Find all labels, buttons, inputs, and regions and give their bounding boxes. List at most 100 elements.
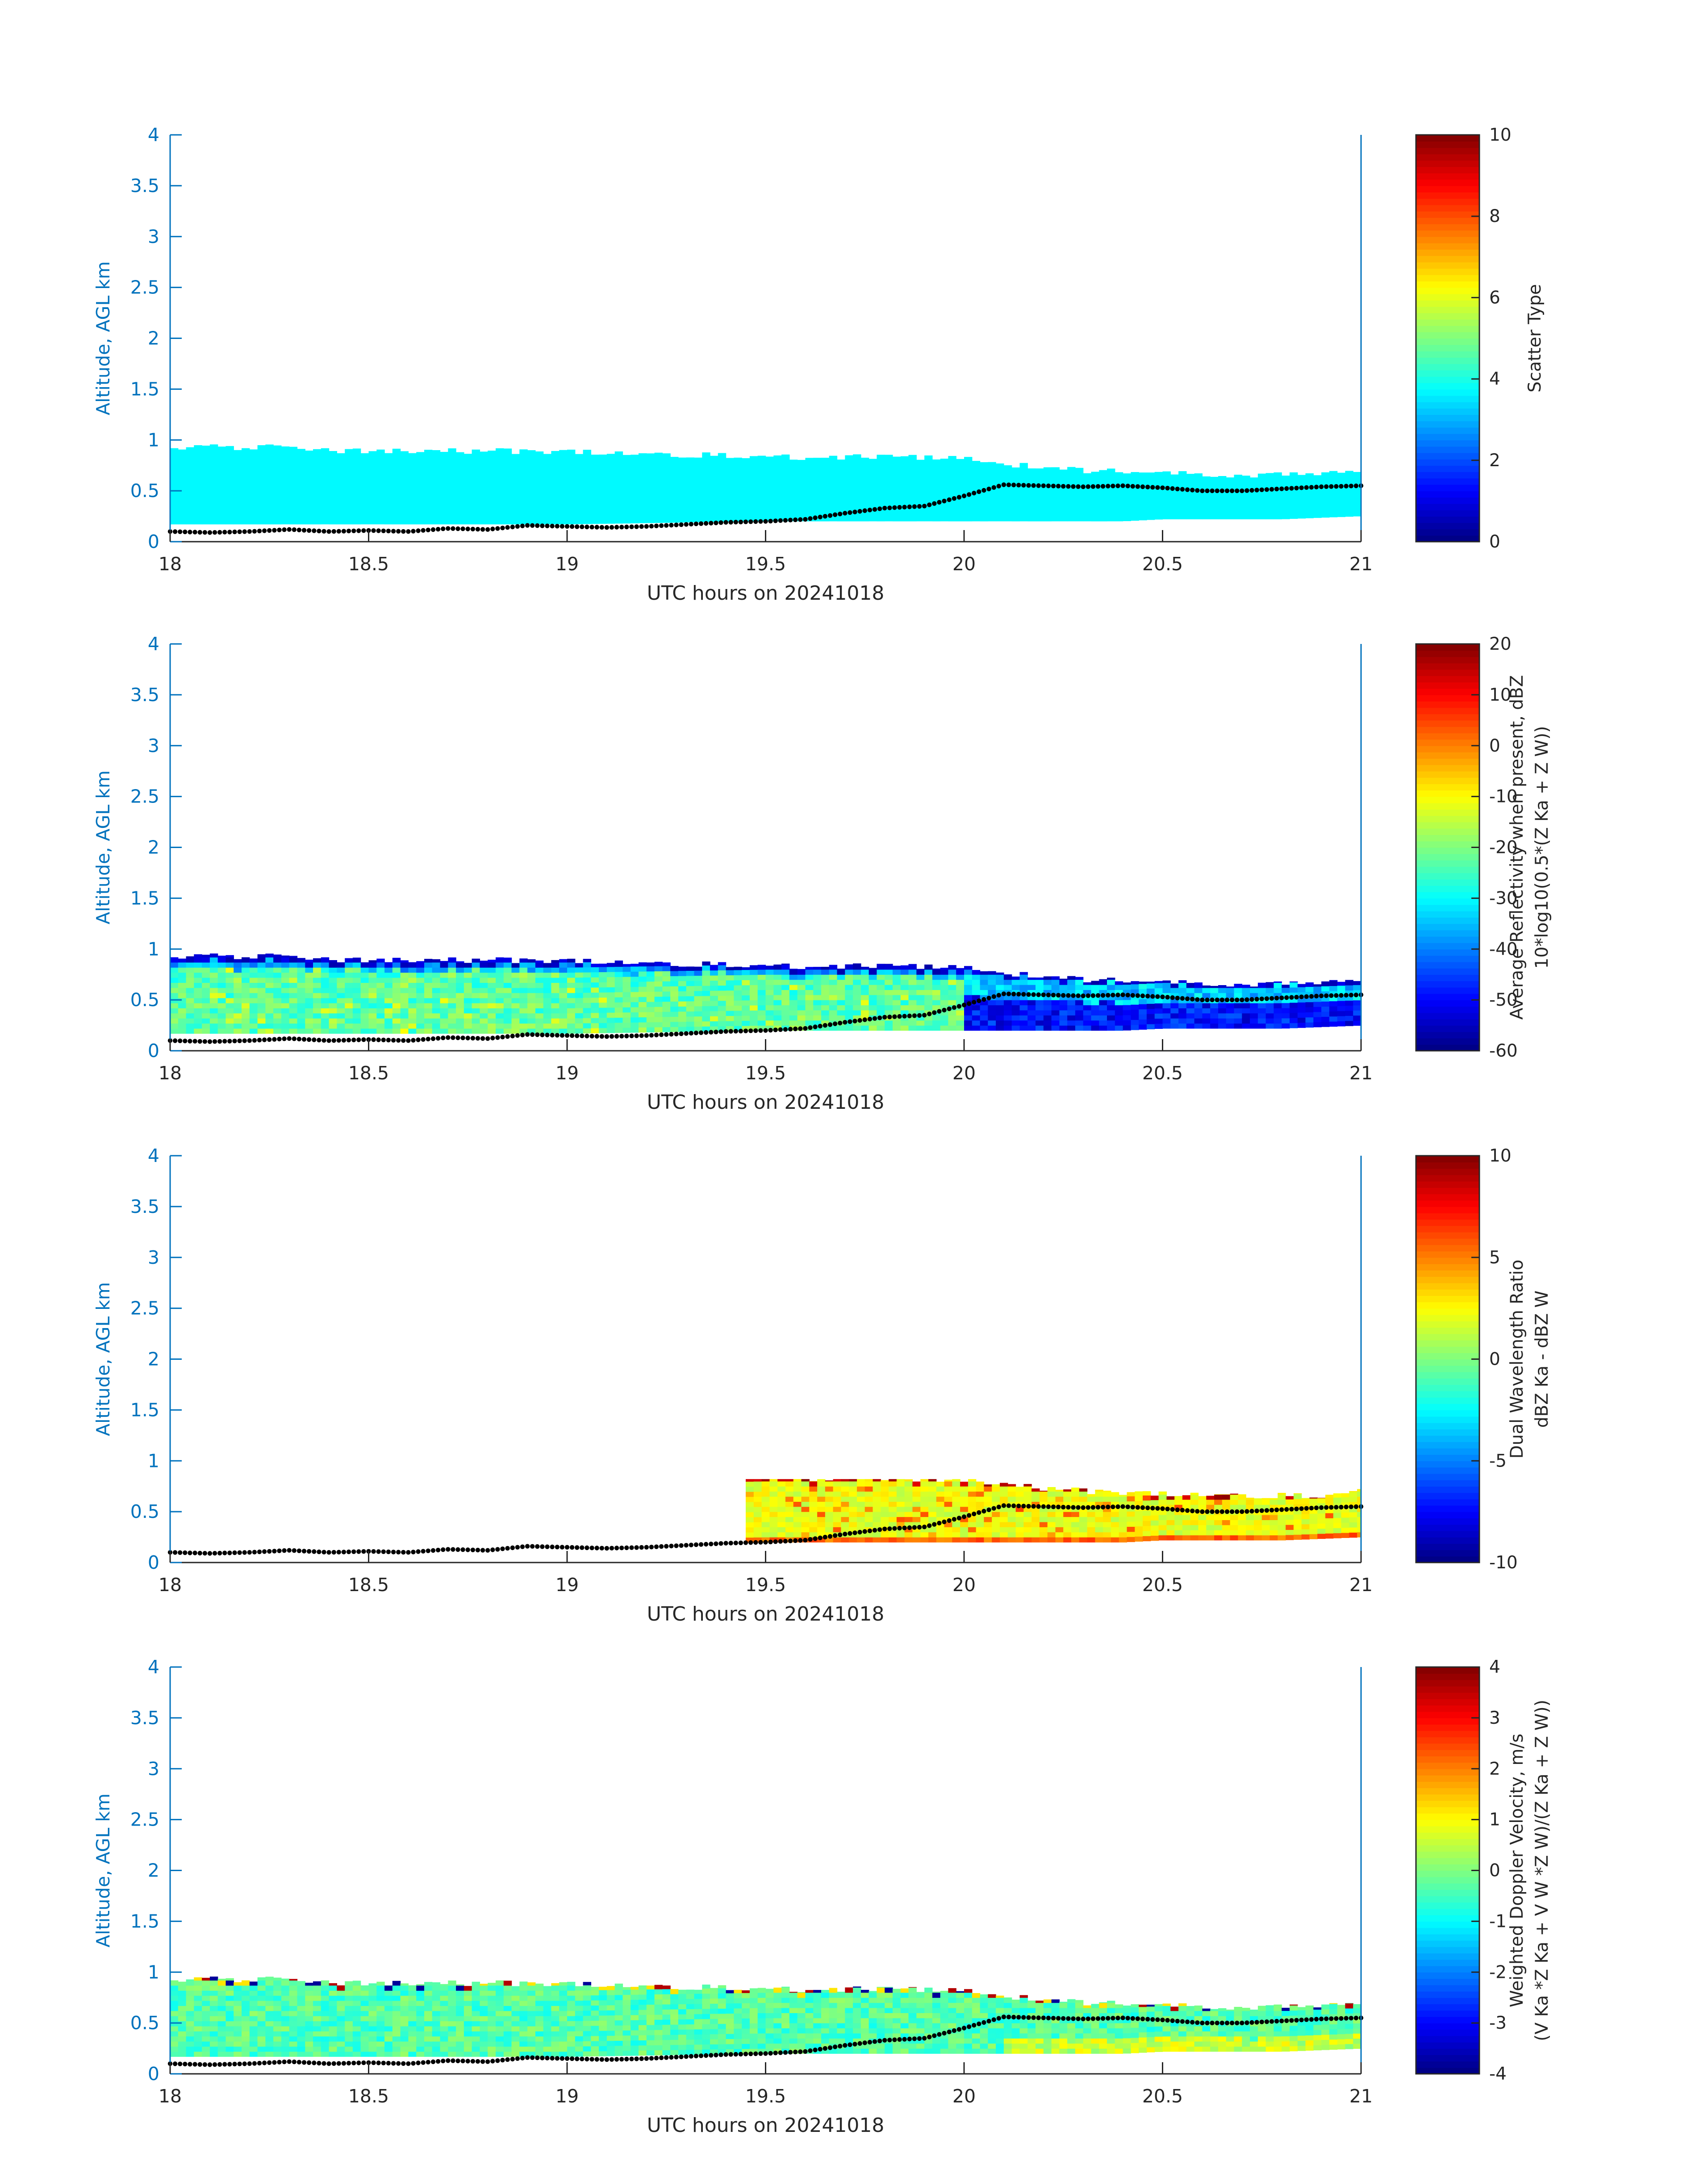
heatmap-cell (869, 994, 877, 1000)
x-tick-label: 18 (159, 1574, 182, 1596)
heatmap-cell (1079, 1532, 1088, 1538)
heatmap-cell (1063, 1527, 1072, 1533)
heatmap-cell (1190, 1499, 1199, 1505)
heatmap-cell (368, 967, 377, 973)
heatmap-cell (305, 1018, 313, 1024)
heatmap-cell (1242, 1018, 1250, 1024)
cloud-base-dot (718, 1029, 723, 1034)
heatmap-cell (976, 1517, 985, 1522)
cloud-base-dot (872, 1016, 877, 1021)
heatmap-cell (1246, 1515, 1254, 1520)
cloud-base-dot (490, 526, 495, 531)
heatmap-cell (384, 1013, 393, 1019)
heatmap-cell (527, 959, 536, 963)
heatmap-cell (1254, 1520, 1262, 1525)
cloud-base-dot (956, 495, 962, 500)
cloud-base-dot (1011, 991, 1016, 997)
heatmap-cell (801, 1517, 810, 1522)
heatmap-cell (1274, 1023, 1282, 1029)
cloud-base-dot (1046, 483, 1051, 489)
heatmap-cell (178, 993, 187, 999)
cloud-base-dot (197, 530, 202, 535)
heatmap-cell (559, 2006, 568, 2011)
heatmap-cell (202, 1018, 210, 1024)
heatmap-cell (1270, 1530, 1278, 1536)
colorbar-swatch (1416, 236, 1479, 243)
heatmap-cell (217, 2010, 226, 2016)
x-tick-label: 21 (1349, 1062, 1373, 1084)
heatmap-cell (893, 1010, 901, 1015)
heatmap-cell (964, 966, 973, 970)
heatmap-cell (591, 967, 599, 973)
heatmap-cell (599, 2000, 607, 2006)
heatmap-cell (1103, 1512, 1111, 1517)
cloud-base-dot (1229, 997, 1235, 1003)
heatmap-cell (352, 2016, 361, 2022)
heatmap-cell (416, 2036, 425, 2042)
heatmap-cell (202, 967, 210, 973)
heatmap-cell (904, 1501, 913, 1507)
heatmap-cell (321, 957, 330, 963)
heatmap-cell (464, 993, 472, 999)
heatmap-column (860, 457, 869, 522)
heatmap-cell (392, 2031, 401, 2037)
heatmap-cell (408, 2046, 417, 2052)
cloud-base-dot (178, 1038, 183, 1043)
heatmap-cell (543, 1986, 552, 1991)
heatmap-cell (281, 978, 290, 983)
heatmap-cell (313, 2026, 322, 2031)
heatmap-cell (702, 961, 710, 966)
heatmap-cell (448, 2001, 456, 2006)
heatmap-cell (916, 1020, 925, 1026)
heatmap-cell (352, 2036, 361, 2042)
heatmap-cell (694, 990, 702, 996)
cloud-base-dot (446, 1547, 451, 1552)
cloud-base-dot (356, 1037, 361, 1042)
heatmap-cell (559, 998, 568, 1003)
heatmap-cell (777, 1506, 786, 1512)
heatmap-cell (1293, 1494, 1302, 1499)
heatmap-cell (746, 1512, 754, 1517)
heatmap-column (765, 456, 774, 522)
heatmap-cell (1135, 1531, 1143, 1537)
cloud-base-dot (753, 1028, 758, 1033)
heatmap-cell (178, 1995, 187, 2001)
heatmap-cell (1333, 1497, 1342, 1503)
cloud-base-dot (818, 1024, 823, 1028)
heatmap-cell (1003, 1020, 1012, 1026)
heatmap-cell (1075, 1000, 1084, 1006)
heatmap-cell (1265, 1013, 1274, 1019)
heatmap-cell (265, 1985, 274, 1991)
heatmap-cell (670, 1001, 679, 1007)
heatmap-cell (646, 966, 655, 972)
heatmap-cell (376, 1008, 385, 1014)
heatmap-cell (297, 2010, 305, 2016)
heatmap-cell (559, 2031, 568, 2037)
heatmap-cell (606, 2000, 615, 2006)
colorbar-swatch (1416, 739, 1479, 746)
heatmap-cell (1290, 1002, 1298, 1008)
heatmap-cell (622, 1027, 631, 1033)
heatmap-column (1059, 469, 1068, 522)
heatmap-cell (833, 1481, 841, 1487)
heatmap-cell (793, 1501, 802, 1507)
heatmap-cell (217, 2021, 226, 2027)
heatmap-cell (1305, 986, 1314, 992)
cloud-base-dot (813, 1024, 818, 1029)
y-tick-label: 1.5 (130, 887, 159, 909)
heatmap-cell (1278, 1525, 1286, 1530)
heatmap-cell (1345, 985, 1353, 990)
heatmap-cell (1107, 1005, 1115, 1011)
heatmap-cell (273, 967, 282, 973)
heatmap-cell (726, 990, 734, 996)
cloud-base-dot (217, 530, 222, 535)
colorbar-tick-label: -10 (1489, 1553, 1518, 1573)
heatmap-cell (416, 1013, 425, 1019)
heatmap-cell (599, 2025, 607, 2031)
heatmap-cell (503, 2010, 512, 2016)
colorbar-swatch (1416, 1000, 1479, 1007)
heatmap-cell (952, 1481, 960, 1487)
colorbar-swatch (1416, 452, 1479, 460)
heatmap-cell (345, 972, 353, 978)
heatmap-cell (606, 1986, 615, 1990)
